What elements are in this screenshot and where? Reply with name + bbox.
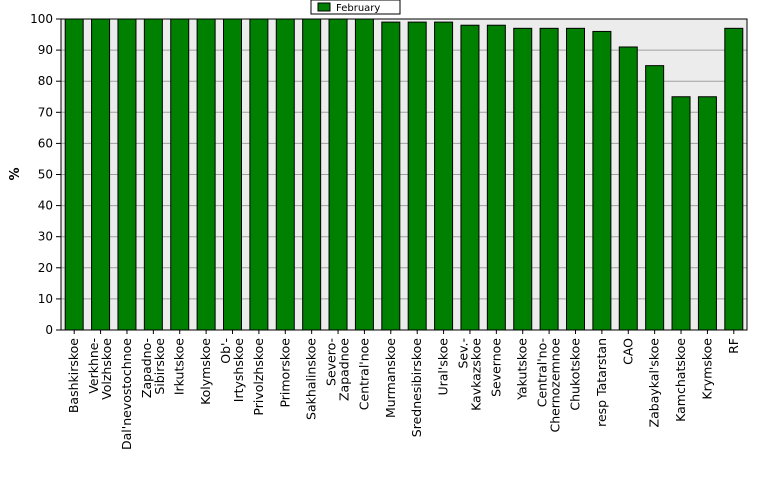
bar [64, 18, 84, 331]
y-tick-label: 90 [38, 43, 53, 57]
y-axis: 0 10 20 30 40 50 60 70 80 90 100 [30, 12, 62, 337]
x-tick-label: Verkhne- [86, 338, 101, 394]
bar [566, 27, 585, 331]
x-tick-label: CAO [620, 338, 635, 365]
bar [539, 27, 559, 331]
x-tick-label: Bashkirskoe [66, 338, 81, 413]
y-tick-label: 70 [38, 105, 53, 119]
legend: February [310, 0, 401, 15]
bar [275, 18, 295, 331]
y-tick-label: 50 [38, 168, 53, 182]
x-tick-label: Ural'skoe [436, 338, 451, 396]
x-tick-label: Zabaykal'skoe [647, 338, 662, 428]
bar [460, 24, 480, 331]
x-tick-label: Zapadno- [139, 338, 154, 398]
x-tick-label: Sibirskoe [152, 338, 167, 395]
bar [328, 18, 348, 331]
x-tick-label: RF [726, 338, 741, 354]
y-tick-label: 100 [30, 12, 53, 26]
x-tick-label: Chernozemnoe [548, 338, 563, 433]
x-tick-label: Krymskoe [699, 338, 714, 400]
y-axis-label: % [8, 167, 23, 180]
bar [407, 21, 427, 331]
bar [249, 18, 269, 331]
bar [381, 21, 401, 331]
x-tick-label: Central'noe [356, 338, 371, 411]
x-tick-label: Sakhalinskoe [304, 338, 319, 420]
bar [697, 96, 717, 331]
x-tick-label: Dal'nevostochnoe [119, 338, 134, 450]
bar [91, 18, 111, 331]
bar [170, 18, 190, 331]
legend-label: February [336, 3, 380, 14]
bar [671, 96, 691, 331]
x-tick-label: Kavkazskoe [468, 338, 483, 411]
x-tick-label: Severnoe [488, 338, 503, 397]
bar [618, 46, 638, 331]
y-tick-label: 30 [38, 230, 53, 244]
x-tick-label: Chukotskoe [568, 338, 583, 411]
x-tick-label: Zapadnoe [337, 338, 352, 401]
x-tick-label: Sev.- [455, 338, 470, 369]
bar [434, 21, 454, 331]
legend-box [310, 0, 401, 15]
bar [724, 27, 744, 331]
bar [196, 18, 216, 331]
x-tick-label: Privolzhskoe [251, 338, 266, 416]
y-tick-label: 10 [38, 292, 53, 306]
bar [513, 27, 533, 331]
bar [592, 30, 612, 331]
y-tick-label: 0 [45, 323, 53, 337]
bar [117, 18, 137, 331]
x-tick-label: Irtyshskoe [231, 338, 246, 403]
y-tick-label: 80 [38, 74, 53, 88]
x-tick-label: resp Tatarstan [594, 338, 609, 427]
legend-swatch [317, 2, 331, 12]
y-tick-label: 40 [38, 199, 53, 213]
y-tick-label: 60 [38, 136, 53, 150]
y-tick-label: 20 [38, 261, 53, 275]
x-tick-label: Yakutskoe [515, 338, 530, 401]
bar [645, 65, 665, 331]
bar [302, 18, 322, 331]
bar [143, 18, 163, 331]
bar [354, 18, 374, 331]
x-tick-label: Volzhskoe [99, 338, 114, 400]
x-tick-label: Central'no- [535, 338, 550, 407]
x-axis: Bashkirskoe Verkhne-Volzhskoe Dal'nevostoc… [61, 329, 747, 450]
x-tick-label: Severo- [324, 338, 339, 386]
x-tick-label: Ob'- [218, 338, 233, 364]
bar [486, 24, 506, 331]
x-tick-label: Srednesibirskoe [409, 338, 424, 438]
x-tick-label: Kamchatskoe [673, 338, 688, 422]
x-tick-label: Kolymskoe [198, 338, 213, 405]
plot-frame [60, 18, 748, 331]
x-tick-label: Murmanskoe [383, 338, 398, 418]
x-tick-label: Irkutskoe [172, 338, 187, 395]
x-tick-label: Primorskoe [277, 338, 292, 408]
bar [223, 18, 242, 331]
